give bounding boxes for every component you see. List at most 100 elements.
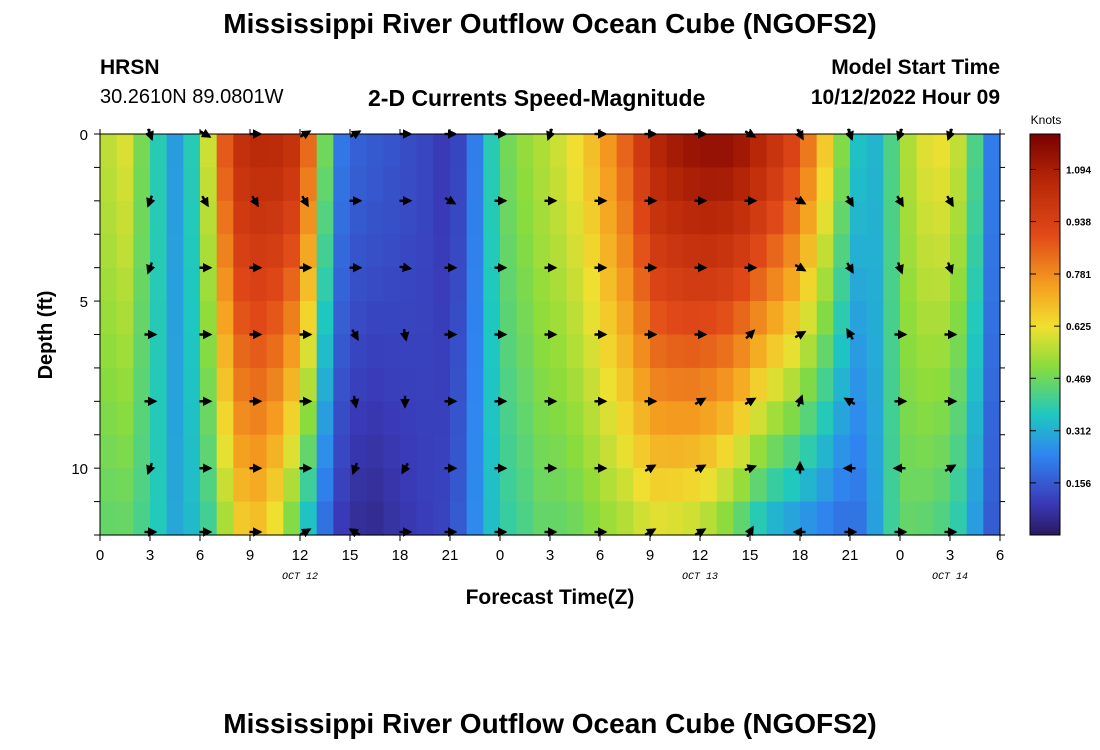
heatmap-cell (616, 200, 634, 235)
heatmap-cell (200, 200, 218, 235)
heatmap-cell (750, 367, 768, 402)
x-tick-label: 15 (342, 547, 359, 564)
x-tick-label: 3 (146, 547, 154, 564)
heatmap-cell (816, 301, 834, 336)
y-axis-label: Depth (ft) (35, 291, 57, 380)
heatmap-cell (383, 167, 401, 202)
heatmap-cell (216, 334, 234, 369)
heatmap-cell (366, 167, 384, 202)
heatmap-cell (366, 134, 384, 169)
heatmap-cell (383, 234, 401, 269)
heatmap-cell (533, 367, 551, 402)
heatmap-cell (766, 501, 784, 536)
heatmap-cell (183, 434, 201, 469)
x-tick-label: 9 (246, 547, 254, 564)
heatmap-cell (583, 167, 601, 202)
heatmap-cell (383, 334, 401, 369)
heatmap-cell (916, 167, 934, 202)
heatmap-cell (916, 501, 934, 536)
heatmap-cell (866, 234, 884, 269)
heatmap-cell (683, 434, 701, 469)
heatmap-cell (650, 334, 668, 369)
heatmap-cell (833, 200, 851, 235)
heatmap-cell (750, 334, 768, 369)
heatmap-cell (900, 367, 918, 402)
heatmap-cell (866, 267, 884, 302)
heatmap-cell (600, 200, 618, 235)
colorbar-tick-label: 1.094 (1066, 165, 1091, 176)
heatmap-cell (266, 134, 284, 169)
heatmap-cell (983, 434, 1001, 469)
colorbar-tick-label: 0.781 (1066, 270, 1091, 281)
heatmap-cell (883, 434, 901, 469)
current-vector (694, 397, 707, 407)
heatmap-cell (466, 334, 484, 369)
current-vector (444, 195, 457, 205)
heatmap-cell (983, 200, 1001, 235)
current-vector (944, 262, 954, 275)
heatmap-cell (283, 234, 301, 269)
heatmap-cell (133, 134, 151, 169)
heatmap-cell (216, 301, 234, 336)
heatmap-cell (116, 167, 134, 202)
heatmap-cell (483, 501, 501, 536)
heatmap-cell (816, 134, 834, 169)
heatmap-cell (700, 367, 718, 402)
heatmap-cell (316, 501, 334, 536)
heatmap-cell (116, 367, 134, 402)
heatmap-cell (383, 367, 401, 402)
heatmap-cell (583, 234, 601, 269)
heatmap-cell (966, 267, 984, 302)
heatmap-cell (783, 267, 801, 302)
heatmap-cell (783, 434, 801, 469)
heatmap-cell (266, 200, 284, 235)
heatmap-cell (550, 301, 568, 336)
heatmap-cell (616, 434, 634, 469)
heatmap-cell (450, 167, 468, 202)
heatmap-cell (383, 134, 401, 169)
heatmap-cell (233, 401, 251, 436)
heatmap-cell (216, 401, 234, 436)
y-tick-label: 0 (80, 127, 88, 144)
heatmap-cell (933, 301, 951, 336)
heatmap-cell (900, 401, 918, 436)
heatmap-cell (466, 267, 484, 302)
heatmap-cell (683, 401, 701, 436)
heatmap-cell (933, 200, 951, 235)
heatmap-cell (900, 267, 918, 302)
heatmap-cell (833, 501, 851, 536)
heatmap-cell (250, 401, 268, 436)
heatmap-cell (950, 134, 968, 169)
heatmap-cell (183, 301, 201, 336)
heatmap-cell (466, 167, 484, 202)
heatmap-cell (233, 501, 251, 536)
heatmap-cell (800, 301, 818, 336)
heatmap-cell (566, 301, 584, 336)
current-vector (199, 195, 209, 208)
current-vector (299, 195, 309, 208)
heatmap-cell (500, 234, 518, 269)
heatmap-cell (450, 501, 468, 536)
heatmap-cell (800, 367, 818, 402)
heatmap-cell (266, 367, 284, 402)
heatmap-cell (166, 367, 184, 402)
heatmap-cell (550, 401, 568, 436)
heatmap-cell (250, 301, 268, 336)
heatmap-cell (900, 167, 918, 202)
colorbar (1029, 133, 1061, 536)
heatmap-cell (900, 301, 918, 336)
heatmap-cell (383, 267, 401, 302)
heatmap-cell (883, 501, 901, 536)
heatmap-cell (583, 134, 601, 169)
heatmap-cell (750, 200, 768, 235)
x-tick-label: 3 (546, 547, 554, 564)
heatmap-cell (900, 434, 918, 469)
heatmap-cell (700, 434, 718, 469)
heatmap-cell (500, 134, 518, 169)
heatmap-cell (266, 468, 284, 503)
heatmap-cell (683, 267, 701, 302)
heatmap-cell (783, 468, 801, 503)
current-vector (894, 262, 904, 275)
heatmap-cell (183, 134, 201, 169)
heatmap-cell (616, 167, 634, 202)
